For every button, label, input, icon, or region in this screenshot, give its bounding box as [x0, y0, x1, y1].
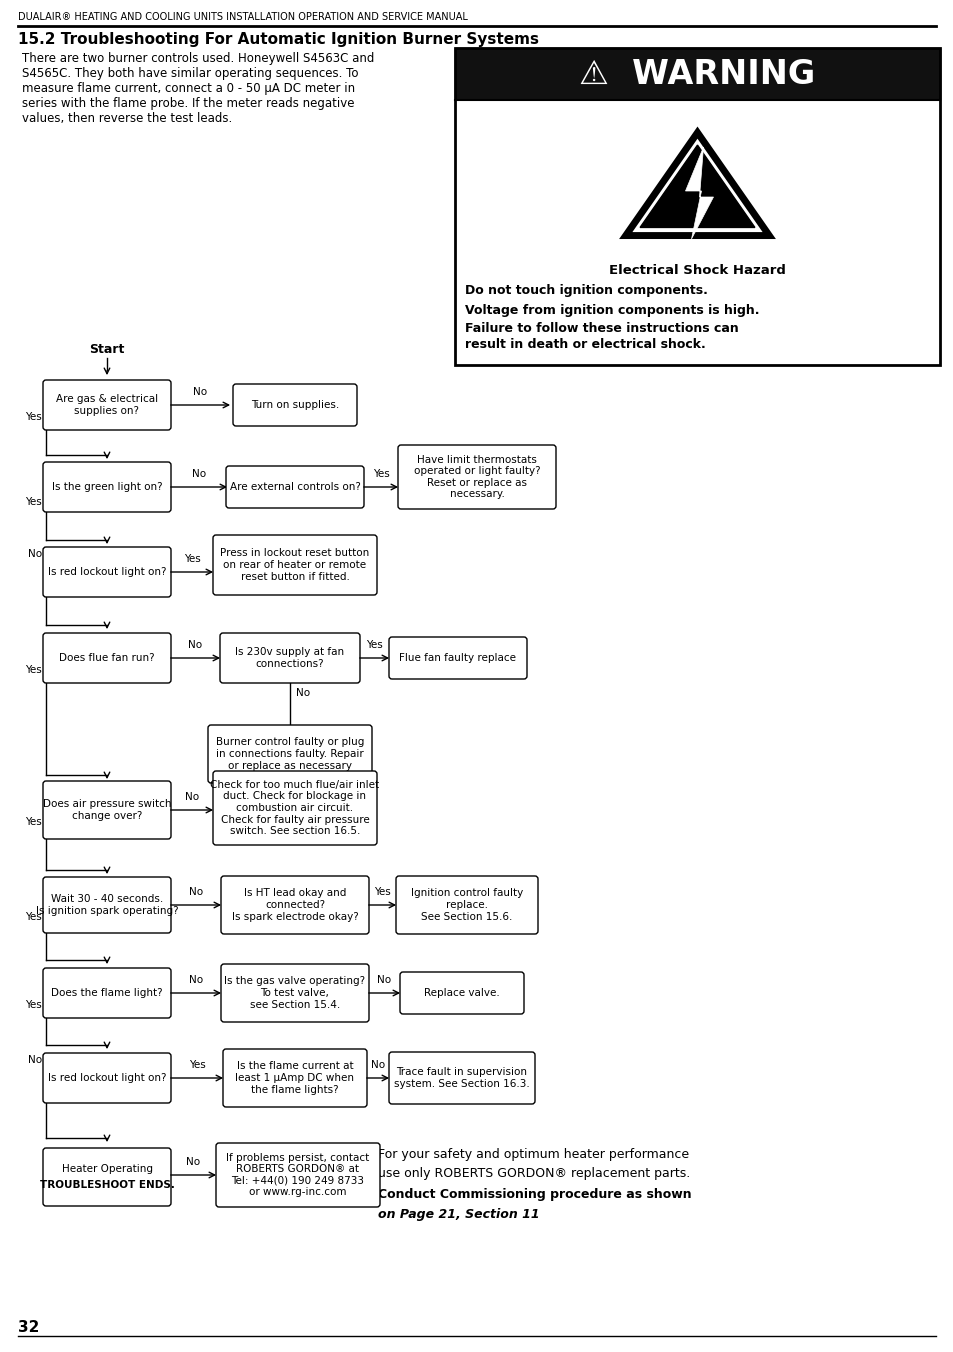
Text: TROUBLESHOOT ENDS.: TROUBLESHOOT ENDS. — [39, 1180, 174, 1190]
Text: Flue fan faulty replace: Flue fan faulty replace — [399, 653, 516, 662]
Text: No: No — [192, 469, 206, 479]
Text: Does air pressure switch
change over?: Does air pressure switch change over? — [43, 799, 172, 821]
Text: Is 230v supply at fan
connections?: Is 230v supply at fan connections? — [235, 648, 344, 669]
FancyBboxPatch shape — [43, 462, 171, 512]
Text: Wait 30 - 40 seconds.
Is ignition spark operating?: Wait 30 - 40 seconds. Is ignition spark … — [35, 894, 178, 915]
FancyBboxPatch shape — [43, 548, 171, 598]
Text: Yes: Yes — [374, 887, 391, 896]
FancyBboxPatch shape — [221, 964, 369, 1022]
Text: use only ROBERTS GORDON® replacement parts.: use only ROBERTS GORDON® replacement par… — [377, 1167, 690, 1180]
Text: No: No — [193, 387, 208, 397]
Text: Does flue fan run?: Does flue fan run? — [59, 653, 154, 662]
Text: No: No — [185, 792, 199, 802]
Text: Is HT lead okay and
connected?
Is spark electrode okay?: Is HT lead okay and connected? Is spark … — [232, 888, 358, 922]
Text: Yes: Yes — [373, 469, 389, 479]
FancyBboxPatch shape — [389, 637, 526, 679]
Text: No: No — [28, 549, 42, 558]
Text: Yes: Yes — [183, 554, 200, 564]
Text: No: No — [189, 975, 203, 986]
FancyBboxPatch shape — [399, 972, 523, 1014]
Text: Voltage from ignition components is high.: Voltage from ignition components is high… — [464, 304, 759, 318]
Text: No: No — [189, 887, 203, 896]
Text: DUALAIR® HEATING AND COOLING UNITS INSTALLATION OPERATION AND SERVICE MANUAL: DUALAIR® HEATING AND COOLING UNITS INSTA… — [18, 12, 467, 22]
Text: If problems persist, contact
ROBERTS GORDON® at
Tel: +44(0) 190 249 8733
or www.: If problems persist, contact ROBERTS GOR… — [226, 1153, 369, 1198]
Text: Burner control faulty or plug
in connections faulty. Repair
or replace as necess: Burner control faulty or plug in connect… — [215, 737, 364, 771]
Text: Yes: Yes — [366, 639, 382, 650]
FancyBboxPatch shape — [395, 876, 537, 934]
Text: Is red lockout light on?: Is red lockout light on? — [48, 1073, 166, 1083]
Text: No: No — [377, 975, 391, 986]
Text: Failure to follow these instructions can: Failure to follow these instructions can — [464, 322, 738, 335]
Text: on Page 21, Section 11: on Page 21, Section 11 — [377, 1207, 539, 1221]
FancyBboxPatch shape — [226, 466, 364, 508]
Text: Yes: Yes — [25, 817, 42, 827]
Text: Yes: Yes — [189, 1060, 205, 1069]
FancyBboxPatch shape — [208, 725, 372, 783]
Text: No: No — [371, 1060, 385, 1069]
FancyBboxPatch shape — [43, 877, 171, 933]
FancyBboxPatch shape — [220, 633, 359, 683]
Text: Start: Start — [90, 343, 125, 356]
FancyBboxPatch shape — [213, 771, 376, 845]
FancyBboxPatch shape — [43, 1148, 171, 1206]
Text: Electrical Shock Hazard: Electrical Shock Hazard — [608, 264, 785, 277]
FancyBboxPatch shape — [213, 535, 376, 595]
Text: Trace fault in supervision
system. See Section 16.3.: Trace fault in supervision system. See S… — [394, 1067, 529, 1088]
Text: Is the green light on?: Is the green light on? — [51, 483, 162, 492]
Text: Heater Operating: Heater Operating — [61, 1164, 152, 1174]
Text: No: No — [28, 1055, 42, 1065]
FancyBboxPatch shape — [233, 384, 356, 426]
Text: No: No — [189, 639, 202, 650]
Text: Do not touch ignition components.: Do not touch ignition components. — [464, 284, 707, 297]
Text: 15.2 Troubleshooting For Automatic Ignition Burner Systems: 15.2 Troubleshooting For Automatic Ignit… — [18, 32, 538, 47]
FancyBboxPatch shape — [43, 781, 171, 840]
Polygon shape — [685, 147, 713, 239]
Text: result in death or electrical shock.: result in death or electrical shock. — [464, 338, 705, 352]
FancyBboxPatch shape — [43, 1053, 171, 1103]
Text: ⚠  WARNING: ⚠ WARNING — [578, 58, 815, 91]
FancyBboxPatch shape — [397, 445, 556, 508]
FancyBboxPatch shape — [389, 1052, 535, 1105]
FancyBboxPatch shape — [223, 1049, 367, 1107]
Text: Yes: Yes — [25, 498, 42, 507]
Text: Have limit thermostats
operated or light faulty?
Reset or replace as
necessary.: Have limit thermostats operated or light… — [414, 454, 539, 499]
Bar — [455, 100, 939, 365]
Text: Yes: Yes — [25, 665, 42, 675]
Text: Is red lockout light on?: Is red lockout light on? — [48, 566, 166, 577]
Polygon shape — [625, 132, 768, 235]
Text: Yes: Yes — [25, 913, 42, 922]
Bar — [455, 49, 939, 100]
Text: Are gas & electrical
supplies on?: Are gas & electrical supplies on? — [56, 395, 158, 416]
Text: Ignition control faulty
replace.
See Section 15.6.: Ignition control faulty replace. See Sec… — [411, 888, 522, 922]
Polygon shape — [639, 145, 754, 227]
Text: There are two burner controls used. Honeywell S4563C and
S4565C. They both have : There are two burner controls used. Hone… — [22, 51, 374, 124]
Text: No: No — [295, 688, 310, 698]
Text: Check for too much flue/air inlet
duct. Check for blockage in
combustion air cir: Check for too much flue/air inlet duct. … — [211, 780, 379, 836]
FancyBboxPatch shape — [43, 968, 171, 1018]
Text: 32: 32 — [18, 1320, 39, 1334]
FancyBboxPatch shape — [43, 380, 171, 430]
FancyBboxPatch shape — [215, 1142, 379, 1207]
Text: Conduct Commissioning procedure as shown: Conduct Commissioning procedure as shown — [377, 1188, 691, 1201]
Text: Yes: Yes — [25, 1000, 42, 1010]
FancyBboxPatch shape — [43, 633, 171, 683]
Text: Turn on supplies.: Turn on supplies. — [251, 400, 338, 410]
Text: Replace valve.: Replace valve. — [424, 988, 499, 998]
FancyBboxPatch shape — [221, 876, 369, 934]
Text: Is the gas valve operating?
To test valve,
see Section 15.4.: Is the gas valve operating? To test valv… — [224, 976, 365, 1010]
Text: Yes: Yes — [25, 412, 42, 422]
Text: Are external controls on?: Are external controls on? — [230, 483, 360, 492]
Text: No: No — [186, 1157, 200, 1167]
Bar — [455, 49, 939, 365]
Text: For your safety and optimum heater performance: For your safety and optimum heater perfo… — [377, 1148, 688, 1161]
Text: Press in lockout reset button
on rear of heater or remote
reset button if fitted: Press in lockout reset button on rear of… — [220, 549, 369, 581]
Text: Does the flame light?: Does the flame light? — [51, 988, 163, 998]
Text: Is the flame current at
least 1 μAmp DC when
the flame lights?: Is the flame current at least 1 μAmp DC … — [235, 1061, 355, 1095]
